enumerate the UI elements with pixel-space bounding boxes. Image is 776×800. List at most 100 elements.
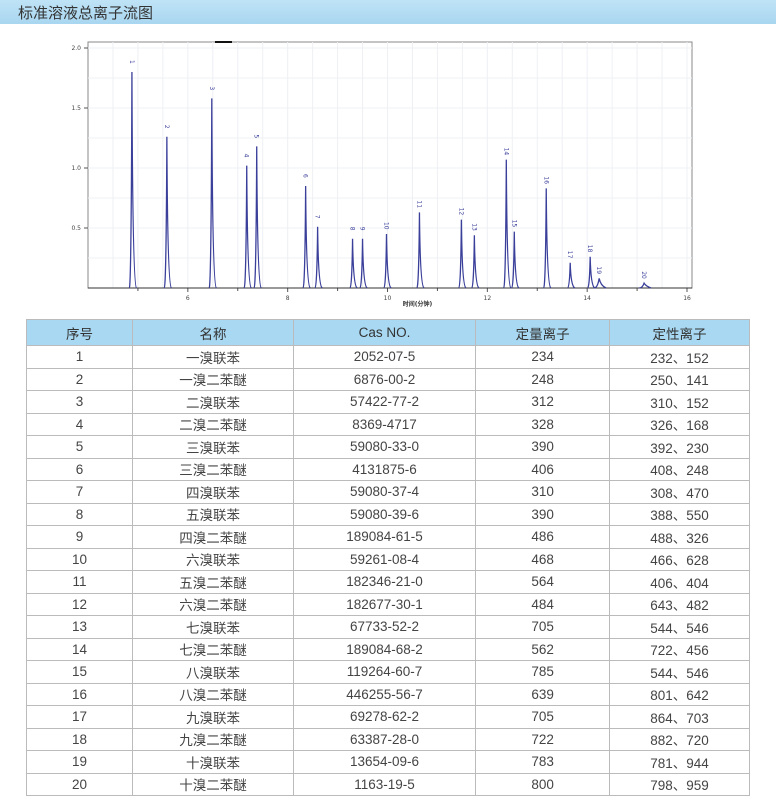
table-cell: 408、248	[609, 457, 750, 481]
peak-label: 19	[595, 266, 602, 274]
table-cell: 10	[26, 547, 133, 571]
y-tick-label: 1.0	[71, 165, 81, 172]
table-cell: 五溴二苯醚	[132, 570, 294, 594]
table-cell: 643、482	[609, 592, 750, 616]
y-tick-label: 2.0	[71, 45, 81, 52]
table-cell: 189084-68-2	[292, 637, 477, 661]
table-cell: 488、326	[609, 525, 750, 549]
table-cell: 544、546	[609, 615, 750, 639]
table-cell: 12	[26, 592, 133, 616]
table-cell: 326、168	[609, 412, 750, 436]
table-cell: 四溴二苯醚	[132, 525, 294, 549]
x-tick-label: 14	[583, 295, 591, 302]
table-cell: 466、628	[609, 547, 750, 571]
peak-10	[383, 233, 392, 289]
table-cell: 13654-09-6	[292, 750, 477, 774]
table-cell: 16	[26, 682, 133, 706]
table-cell: 544、546	[609, 660, 750, 684]
table-cell: 5	[26, 435, 133, 459]
peak-5	[253, 146, 262, 289]
table-cell: 13	[26, 615, 133, 639]
table-row: 7 四溴联苯 59080-37-4 310 308、470	[26, 480, 750, 504]
table-cell: 312	[475, 390, 611, 414]
x-tick-label: 12	[484, 295, 492, 302]
peak-label: 17	[566, 251, 573, 259]
table-row: 11 五溴二苯醚 182346-21-0 564 406、404	[26, 570, 750, 594]
peak-label: 1	[128, 60, 135, 64]
table-row: 15 八溴联苯 119264-60-7 785 544、546	[26, 660, 750, 684]
table-row: 20 十溴二苯醚 1163-19-5 800 798、959	[26, 772, 750, 796]
table-cell: 119264-60-7	[292, 660, 477, 684]
peak-label: 4	[243, 154, 250, 158]
table-cell: 59261-08-4	[292, 547, 477, 571]
table-cell: 二溴二苯醚	[132, 412, 294, 436]
table-cell: 798、959	[609, 772, 750, 796]
table-cell: 57422-77-2	[292, 390, 477, 414]
table-cell: 一溴二苯醚	[132, 367, 294, 391]
table-cell: 四溴联苯	[132, 480, 294, 504]
table-cell: 九溴二苯醚	[132, 727, 294, 751]
table-cell: 468	[475, 547, 611, 571]
table-cell: 722、456	[609, 637, 750, 661]
table-cell: 310	[475, 480, 611, 504]
table-cell: 564	[475, 570, 611, 594]
table-cell: 182677-30-1	[292, 592, 477, 616]
table-cell: 705	[475, 705, 611, 729]
x-axis-label: 时间(分钟)	[403, 300, 433, 308]
x-tick-label: 8	[286, 295, 290, 302]
table-cell: 八溴二苯醚	[132, 682, 294, 706]
table-cell: 248	[475, 367, 611, 391]
peak-label: 8	[349, 227, 356, 231]
column-header: 定性离子	[609, 319, 750, 346]
table-cell: 406	[475, 457, 611, 481]
table-row: 19 十溴联苯 13654-09-6 783 781、944	[26, 750, 750, 774]
table-row: 9 四溴二苯醚 189084-61-5 486 488、326	[26, 525, 750, 549]
table-cell: 705	[475, 615, 611, 639]
table-row: 2 一溴二苯醚 6876-00-2 248 250、141	[26, 367, 750, 391]
peak-9	[359, 238, 368, 289]
table-cell: 882、720	[609, 727, 750, 751]
x-tick-label: 10	[384, 295, 392, 302]
table-cell: 182346-21-0	[292, 570, 477, 594]
table-cell: 785	[475, 660, 611, 684]
table-cell: 562	[475, 637, 611, 661]
table-cell: 328	[475, 412, 611, 436]
table-cell: 2052-07-5	[292, 345, 477, 369]
table-cell: 9	[26, 525, 133, 549]
table-cell: 六溴联苯	[132, 547, 294, 571]
peak-19	[594, 278, 607, 289]
table-cell: 1	[26, 345, 133, 369]
table-cell: 14	[26, 637, 133, 661]
table-cell: 18	[26, 727, 133, 751]
peak-label: 9	[359, 227, 366, 231]
table-cell: 三溴联苯	[132, 435, 294, 459]
plot-area	[87, 41, 693, 289]
table-cell: 59080-37-4	[292, 480, 477, 504]
table-cell: 232、152	[609, 345, 750, 369]
peak-6	[302, 185, 311, 289]
table-row: 14 七溴二苯醚 189084-68-2 562 722、456	[26, 637, 750, 661]
table-row: 1 一溴联苯 2052-07-5 234 232、152	[26, 345, 750, 369]
peak-4	[243, 165, 252, 289]
table-cell: 8	[26, 502, 133, 526]
peak-16	[542, 188, 552, 289]
table-cell: 七溴二苯醚	[132, 637, 294, 661]
table-cell: 484	[475, 592, 611, 616]
table-row: 3 二溴联苯 57422-77-2 312 310、152	[26, 390, 750, 414]
peak-14	[503, 159, 512, 289]
peak-1	[128, 71, 138, 289]
peak-label: 6	[302, 174, 309, 178]
table-cell: 639	[475, 682, 611, 706]
table-cell: 6876-00-2	[292, 367, 477, 391]
peak-label: 7	[314, 215, 321, 219]
page-title: 标准溶液总离子流图	[18, 4, 154, 22]
x-tick-label: 16	[683, 295, 691, 302]
peak-label: 2	[163, 125, 170, 129]
peak-label: 14	[502, 148, 509, 156]
table-cell: 六溴二苯醚	[132, 592, 294, 616]
table-cell: 446255-56-7	[292, 682, 477, 706]
table-cell: 九溴联苯	[132, 705, 294, 729]
table-row: 16 八溴二苯醚 446255-56-7 639 801、642	[26, 682, 750, 706]
peak-3	[208, 98, 218, 289]
table-cell: 一溴联苯	[132, 345, 294, 369]
